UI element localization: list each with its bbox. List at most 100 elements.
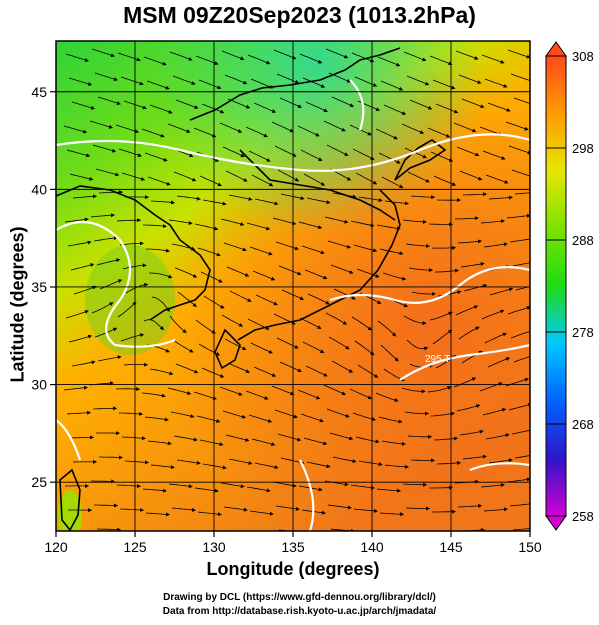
streamline [254, 462, 279, 470]
streamline [380, 344, 399, 362]
streamline [483, 242, 508, 248]
streamline [411, 291, 436, 296]
streamline [299, 53, 323, 64]
streamline [429, 311, 453, 321]
streamline [201, 103, 225, 114]
x-tick-label: 150 [518, 539, 542, 555]
streamline [349, 388, 373, 400]
streamline [430, 411, 455, 417]
streamline [436, 460, 462, 465]
streamline [404, 411, 429, 416]
streamline [196, 415, 221, 423]
streamline [459, 429, 484, 436]
streamline [252, 270, 276, 281]
streamline [507, 49, 530, 59]
streamline [224, 338, 247, 351]
streamline [297, 389, 321, 400]
streamline [305, 101, 328, 112]
streamline [97, 96, 121, 105]
streamline [324, 480, 349, 487]
y-tick-label: 30 [31, 377, 47, 393]
streamline [67, 240, 92, 247]
streamline [305, 534, 328, 536]
streamline [275, 241, 299, 251]
grid-lines [56, 41, 530, 531]
streamline [142, 488, 167, 493]
streamline [122, 263, 147, 270]
streamline [219, 386, 243, 396]
streamline [353, 244, 378, 253]
streamline [300, 149, 323, 161]
streamline [455, 305, 479, 316]
streamline [168, 483, 193, 489]
streamline [407, 434, 433, 439]
map-plot-area: 295 T [56, 41, 530, 539]
streamline [300, 413, 324, 423]
streamline [276, 337, 299, 349]
streamline [143, 224, 167, 229]
streamline [147, 440, 172, 446]
map-title: MSM 09Z20Sep2023 (1013.2hPa) [123, 2, 476, 28]
streamline [480, 482, 505, 488]
streamline [121, 172, 146, 181]
streamline [353, 508, 378, 513]
streamline [224, 74, 248, 85]
streamline [511, 169, 530, 177]
x-axis-ticks: 120 125 130 135 140 145 150 [44, 531, 542, 555]
streamline [326, 408, 350, 418]
streamline [172, 75, 196, 85]
streamline [149, 537, 172, 539]
streamline [456, 404, 481, 412]
cyclone-region [85, 245, 175, 355]
x-axis-label: Longitude (degrees) [206, 559, 380, 579]
streamline [68, 334, 93, 343]
streamline [253, 366, 277, 377]
streamline [376, 488, 401, 493]
streamline [171, 507, 196, 512]
streamline [71, 101, 96, 110]
streamline [141, 392, 166, 398]
streamline [149, 104, 173, 114]
streamline [350, 220, 375, 228]
streamline [175, 99, 199, 109]
streamline [223, 506, 248, 512]
streamline [511, 429, 530, 435]
colorbar-tick-label: 268 [572, 417, 594, 432]
streamline [197, 247, 221, 257]
streamline [271, 385, 295, 396]
streamline [273, 49, 297, 60]
streamline [383, 537, 406, 538]
colorbar-tick-label: 278 [572, 325, 594, 340]
streamline [375, 392, 399, 402]
streamline [488, 195, 513, 200]
streamline [117, 301, 137, 318]
colorbar-bottom-arrow [545, 515, 567, 531]
streamline [219, 122, 243, 133]
streamline [350, 484, 375, 490]
y-axis-ticks: 25 30 35 40 45 [31, 84, 56, 490]
streamline [227, 362, 251, 373]
streamline [402, 219, 427, 224]
streamline [303, 173, 326, 186]
streamline [307, 293, 330, 305]
streamline [508, 402, 530, 411]
streamline [512, 262, 530, 267]
streamline [228, 194, 253, 201]
streamline [220, 218, 245, 226]
temperature-contours [56, 79, 530, 531]
streamline [149, 368, 174, 376]
streamline [480, 219, 505, 224]
streamline [274, 409, 298, 419]
streamline [301, 245, 325, 255]
streamline [408, 267, 433, 273]
streamline [487, 102, 511, 112]
streamline [505, 121, 529, 131]
streamline [357, 364, 379, 378]
streamline [506, 477, 530, 483]
streamline [89, 120, 114, 129]
streamline [330, 264, 354, 274]
streamline [65, 310, 89, 319]
streamline [125, 282, 149, 294]
streamline [379, 512, 405, 517]
